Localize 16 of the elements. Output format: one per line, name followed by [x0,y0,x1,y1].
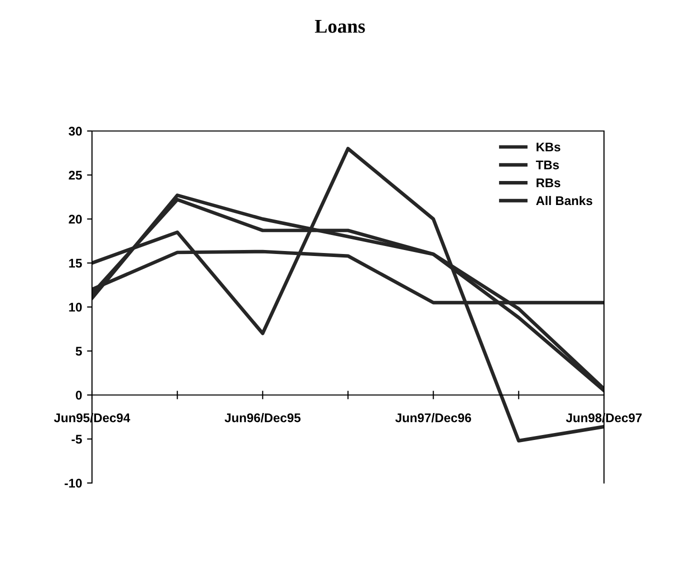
chart-title: Loans [314,20,365,33]
y-tick-label: 15 [69,258,82,268]
y-tick-label: -10 [64,478,82,488]
x-tick-label: Jun96/Dec95 [224,413,301,422]
y-tick-label: -5 [72,434,82,444]
y-tick-label: 10 [69,302,82,312]
y-tick-label: 20 [68,214,82,224]
legend-label: RBs [536,178,560,188]
legend-label: KBs [536,142,560,152]
x-tick-label: Jun97/Dec96 [395,413,472,422]
legend-label: TBs [536,160,559,170]
y-tick-label: 5 [76,346,82,356]
y-tick-label: 0 [76,390,82,400]
y-tick-label: 25 [68,170,82,180]
y-tick-label: 30 [68,126,82,136]
legend-label: All Banks [536,196,592,206]
